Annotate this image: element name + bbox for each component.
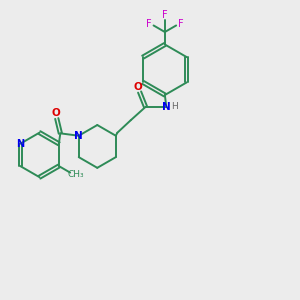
Text: N: N: [74, 131, 83, 141]
Text: N: N: [16, 139, 24, 149]
Text: F: F: [162, 10, 168, 20]
Text: N: N: [162, 102, 171, 112]
Text: F: F: [146, 19, 152, 29]
Text: F: F: [178, 19, 183, 29]
Text: CH₃: CH₃: [68, 170, 84, 179]
Text: O: O: [51, 108, 60, 118]
Text: H: H: [171, 102, 178, 111]
Text: O: O: [134, 82, 142, 92]
